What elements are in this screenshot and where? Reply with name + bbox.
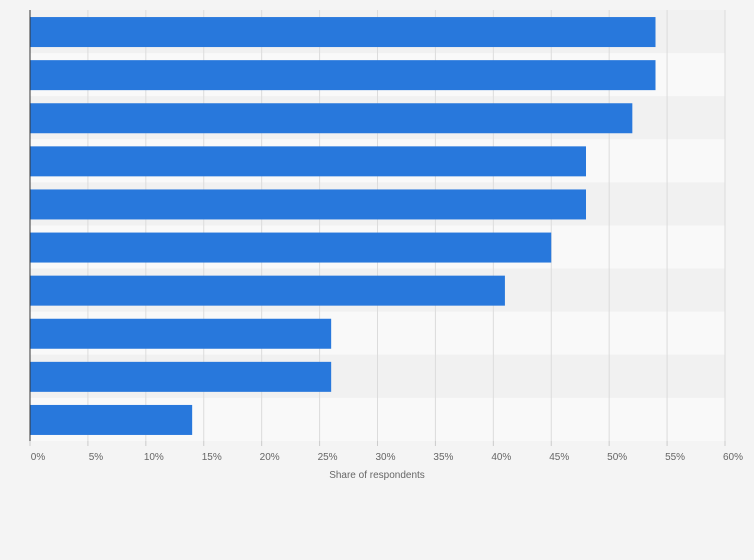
x-tick-label: 55% xyxy=(665,452,685,463)
bar xyxy=(30,17,656,48)
x-tick-label: 45% xyxy=(549,452,569,463)
bar xyxy=(30,103,633,134)
bar xyxy=(30,60,656,91)
bar xyxy=(30,361,332,392)
bar xyxy=(30,232,552,263)
bars xyxy=(30,17,656,435)
x-tick-label: 20% xyxy=(260,452,280,463)
x-tick-label: 15% xyxy=(202,452,222,463)
bar xyxy=(30,275,505,306)
x-tick-label: 35% xyxy=(433,452,453,463)
x-axis-title: Share of respondents xyxy=(329,470,425,481)
bar xyxy=(30,404,193,435)
bar xyxy=(30,146,586,177)
x-tick-label: 60% xyxy=(723,452,743,463)
bar xyxy=(30,189,586,220)
x-tick-label: 30% xyxy=(375,452,395,463)
x-tick-label: 5% xyxy=(89,452,104,463)
x-tick-label: 40% xyxy=(491,452,511,463)
x-tick-label: 10% xyxy=(144,452,164,463)
x-axis-ticks: 0% 5% 10% 15% 20% 25% 30% 35% 40% 45% 50% 55% 60% xyxy=(29,441,743,463)
bar xyxy=(30,318,332,349)
x-tick-label: 0% xyxy=(31,452,46,463)
x-tick-label: 25% xyxy=(318,452,338,463)
x-tick-label: 50% xyxy=(607,452,627,463)
